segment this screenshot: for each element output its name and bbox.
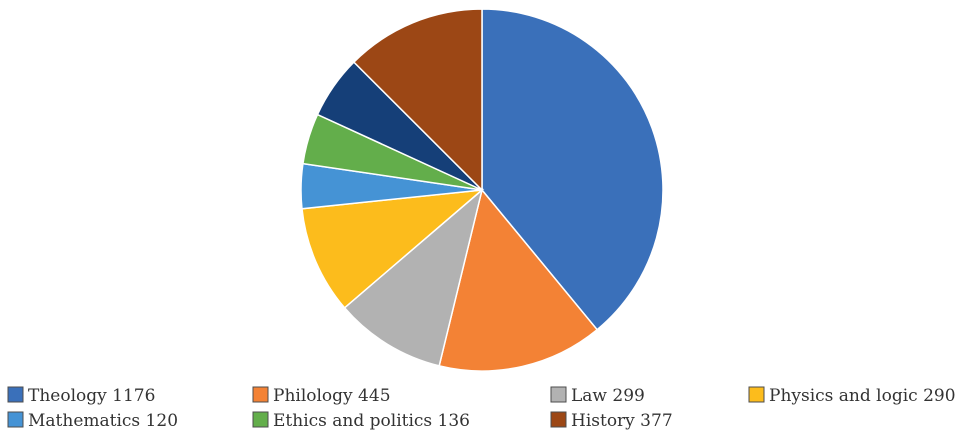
legend-label-4: Mathematics 120	[28, 411, 178, 431]
legend-swatch-5	[252, 411, 269, 428]
pie-slice-7	[352, 8, 483, 192]
legend-label-0: Theology 1176	[28, 386, 155, 406]
pie-slice-3	[301, 189, 485, 309]
legend-swatch-2	[550, 386, 567, 403]
pie-slice-1	[438, 188, 599, 372]
legend-label-1: Philology 445	[273, 386, 391, 406]
legend-label-2: Law 299	[571, 386, 645, 406]
pie-slice-0	[481, 8, 664, 331]
pie-slice-2	[343, 187, 484, 367]
legend-swatch-3	[748, 386, 765, 403]
legend-label-3: Physics and logic 290	[769, 386, 956, 406]
legend-swatch-7	[550, 411, 567, 428]
pie-slices	[300, 8, 664, 372]
legend-label-7: History 377	[571, 411, 673, 431]
legend-swatch-4	[7, 411, 24, 428]
legend-swatch-0	[7, 386, 24, 403]
legend-swatch-1	[252, 386, 269, 403]
legend: Theology 1176 Philology 445 Law 299 Physics…	[7, 386, 956, 431]
legend-label-5: Ethics and politics 136	[273, 411, 470, 431]
